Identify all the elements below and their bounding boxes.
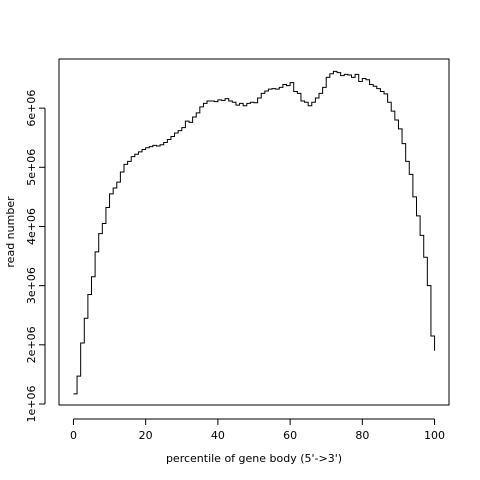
y-tick-label: 5e+06 (25, 149, 38, 186)
data-line (73, 70, 436, 395)
y-tick-label: 4e+06 (25, 208, 38, 245)
x-tick-label: 0 (70, 429, 77, 442)
plot-box (58, 58, 450, 406)
x-tick-label: 20 (139, 429, 153, 442)
x-tick-label: 40 (211, 429, 225, 442)
y-axis-label: read number (4, 196, 17, 268)
x-tick-label: 60 (283, 429, 297, 442)
x-tick-label: 80 (355, 429, 369, 442)
y-tick-label: 3e+06 (25, 267, 38, 304)
y-tick-label: 6e+06 (25, 90, 38, 127)
y-tick-label: 1e+06 (25, 386, 38, 423)
x-tick-label: 100 (424, 429, 445, 442)
x-axis-label: percentile of gene body (5'->3') (166, 452, 342, 465)
y-tick-label: 2e+06 (25, 326, 38, 363)
